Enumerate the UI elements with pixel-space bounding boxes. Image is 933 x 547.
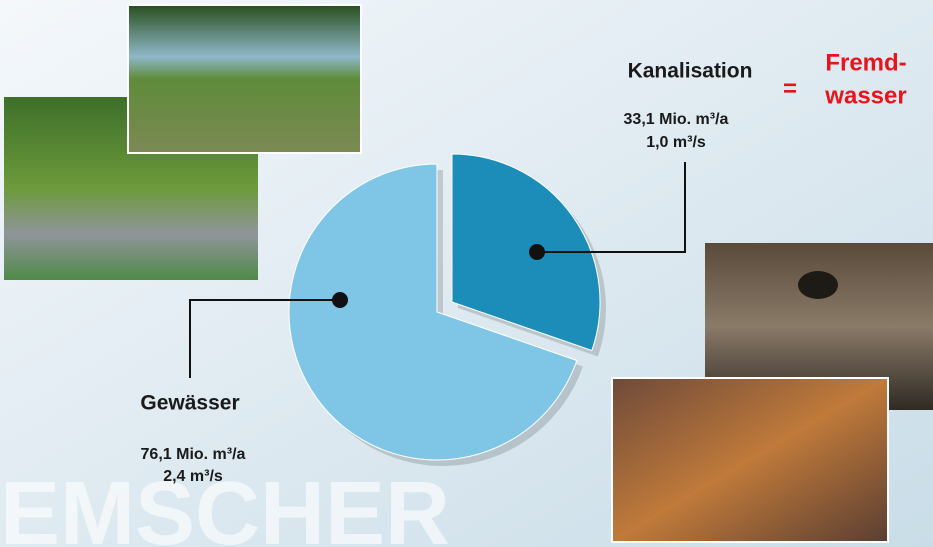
value-label: 76,1 Mio. m³/a: [141, 446, 246, 463]
leader-line: [189, 299, 340, 378]
watermark: EMSCHER: [0, 464, 450, 547]
photo-wall: [611, 377, 889, 543]
pipe-opening: [798, 271, 838, 299]
pie-slice: [451, 153, 601, 352]
pie-slice: [288, 163, 578, 461]
flow-label: 1,0 m³/s: [646, 134, 706, 151]
pie: [288, 153, 606, 466]
value-label: 33,1 Mio. m³/a: [624, 111, 729, 128]
annotation-line: wasser: [824, 82, 906, 109]
leader-line: [537, 162, 686, 253]
leader-dot: [332, 292, 348, 308]
labels: Kanalisation 33,1 Mio. m³/a 1,0 m³/s Gewäss…: [140, 49, 906, 485]
category-label: Gewässer: [140, 392, 239, 415]
annotation-line: Fremd-: [825, 49, 906, 76]
photo-creek: [127, 4, 362, 154]
equals-sign: =: [783, 75, 797, 102]
flow-label: 2,4 m³/s: [163, 468, 223, 485]
leader-dot: [529, 244, 545, 260]
category-label: Kanalisation: [628, 60, 753, 83]
